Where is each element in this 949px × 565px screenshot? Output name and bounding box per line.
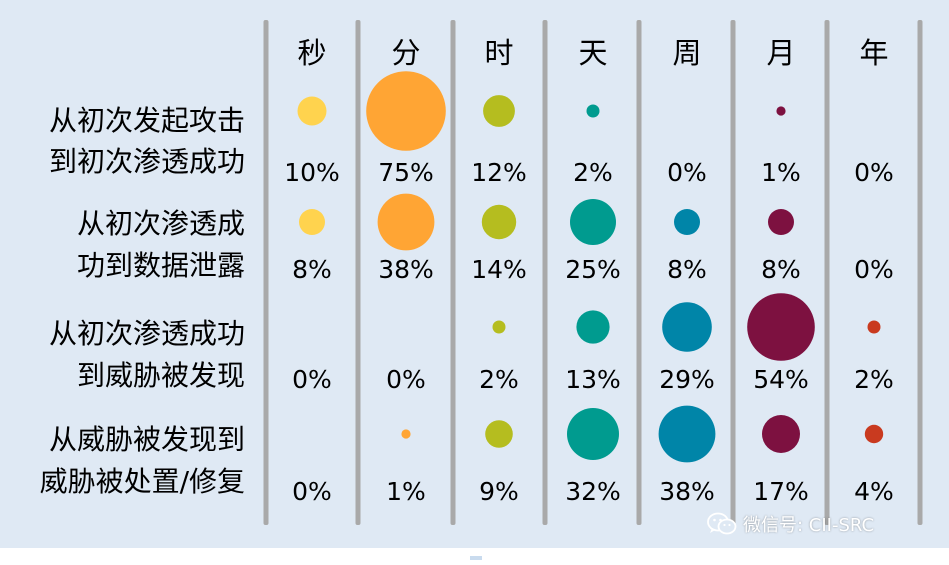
pct-label-r0-c3: 2% <box>573 158 613 187</box>
column-divider-2 <box>450 20 456 525</box>
pct-label-r0-c5: 1% <box>761 158 801 187</box>
row-label-0-line-1: 到初次渗透成功 <box>49 145 245 178</box>
pct-label-r2-c2: 2% <box>479 365 519 394</box>
bubble-r1-c4 <box>674 209 700 235</box>
bubble-r0-c2 <box>483 95 515 127</box>
column-divider-7 <box>917 20 923 525</box>
bubble-r2-c3 <box>576 310 610 344</box>
pct-label-r3-c0: 0% <box>292 477 332 506</box>
bubble-r0-c0 <box>297 96 327 126</box>
column-header-0: 秒 <box>297 36 326 70</box>
pct-label-r0-c6: 0% <box>854 158 894 187</box>
bubble-r2-c6 <box>867 320 881 334</box>
wechat-icon <box>707 512 737 535</box>
pct-label-r0-c1: 75% <box>378 158 434 187</box>
bubble-r2-c2 <box>492 320 506 334</box>
column-header-3: 天 <box>578 36 607 70</box>
pct-label-r2-c1: 0% <box>386 365 426 394</box>
column-divider-6 <box>824 20 830 525</box>
row-label-2-line-1: 到威胁被发现 <box>77 359 245 392</box>
bubble-r1-c0 <box>299 209 325 235</box>
column-dividers <box>263 20 923 525</box>
row-label-3-line-0: 从威胁被发现到 <box>49 423 245 456</box>
pct-label-r1-c3: 25% <box>565 255 621 284</box>
row-label-2-line-0: 从初次渗透成功 <box>49 317 245 350</box>
chart-panel <box>0 0 949 548</box>
watermark-text: 微信号: CII-SRC <box>743 515 875 536</box>
column-divider-5 <box>730 20 736 525</box>
bubble-r3-c3 <box>567 408 619 460</box>
column-header-6: 年 <box>859 36 888 70</box>
pct-label-r0-c2: 12% <box>471 158 527 187</box>
pct-label-r2-c5: 54% <box>753 365 809 394</box>
column-divider-4 <box>636 20 642 525</box>
row-label-1-line-0: 从初次渗透成 <box>77 207 245 240</box>
pct-label-r0-c4: 0% <box>667 158 707 187</box>
pct-label-r3-c5: 17% <box>753 477 809 506</box>
bubble-r3-c5 <box>762 415 800 453</box>
decorative-strip <box>470 556 482 560</box>
pct-label-r1-c6: 0% <box>854 255 894 284</box>
pct-label-r0-c0: 10% <box>284 158 340 187</box>
pct-label-r3-c1: 1% <box>386 477 426 506</box>
column-divider-1 <box>355 20 361 525</box>
pct-label-r1-c5: 8% <box>761 255 801 284</box>
pct-label-r1-c4: 8% <box>667 255 707 284</box>
column-divider-3 <box>542 20 548 525</box>
column-headers: 秒分时天周月年 <box>297 36 888 70</box>
percentage-labels: 10% 75% 12% 2% 0% 1% 0% 8% 38% 14% 25% 8% 8% 0% 0% 0% 2%… <box>284 158 894 506</box>
row-label-3-line-1: 威胁被处置/修复 <box>40 465 245 498</box>
bubble-r2-c5 <box>747 293 815 361</box>
pct-label-r3-c6: 4% <box>854 477 894 506</box>
column-divider-0 <box>263 20 269 525</box>
column-header-1: 分 <box>391 36 420 70</box>
row-labels: 从初次发起攻击到初次渗透成功从初次渗透成功到数据泄露从初次渗透成功到威胁被发现从… <box>40 104 245 498</box>
bubble-r2-c4 <box>662 302 712 352</box>
pct-label-r1-c0: 8% <box>292 255 332 284</box>
bubble-r1-c2 <box>481 204 517 240</box>
column-header-2: 时 <box>484 36 513 70</box>
bubble-r1-c5 <box>768 209 794 235</box>
column-header-5: 月 <box>766 36 795 70</box>
pct-label-r2-c6: 2% <box>854 365 894 394</box>
bubble-r0-c3 <box>586 104 600 118</box>
bubble-r3-c6 <box>864 424 884 444</box>
bubble-r0-c5 <box>776 106 786 116</box>
column-header-4: 周 <box>672 36 701 70</box>
pct-label-r2-c0: 0% <box>292 365 332 394</box>
bubble-r1-c3 <box>570 199 616 245</box>
bubble-r3-c2 <box>485 420 513 448</box>
pct-label-r1-c2: 14% <box>471 255 527 284</box>
pct-label-r2-c3: 13% <box>565 365 621 394</box>
bubble-r1-c1 <box>377 193 435 251</box>
pct-label-r1-c1: 38% <box>378 255 434 284</box>
pct-label-r2-c4: 29% <box>659 365 715 394</box>
bubble-r3-c4 <box>658 405 716 463</box>
watermark: 微信号: CII-SRC <box>707 510 874 538</box>
pct-label-r3-c4: 38% <box>659 477 715 506</box>
bubble-r3-c1 <box>401 429 411 439</box>
bubbles <box>297 71 884 463</box>
bubble-r0-c1 <box>366 71 446 151</box>
row-label-1-line-1: 功到数据泄露 <box>77 249 245 282</box>
pct-label-r3-c3: 32% <box>565 477 621 506</box>
bubble-chart: 秒 分 时 天 周 月 年 从初次发起攻击到初次渗透成功从初次渗透成功到数据泄露从初次渗透成… <box>40 20 923 525</box>
pct-label-r3-c2: 9% <box>479 477 519 506</box>
row-label-0-line-0: 从初次发起攻击 <box>49 104 245 137</box>
